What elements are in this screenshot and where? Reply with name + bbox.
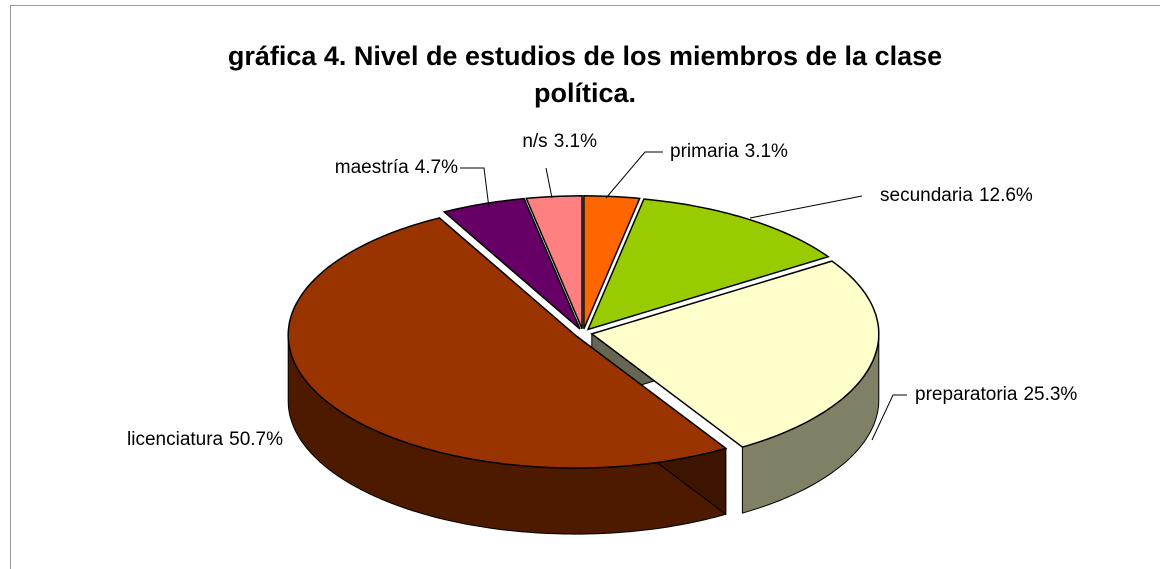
pie-slice <box>525 195 583 330</box>
pie-slice <box>590 260 880 448</box>
value-label: 50.7% <box>229 429 283 450</box>
category-label: preparatoria <box>915 384 1018 405</box>
leader-line <box>545 167 553 199</box>
chart-title: gráfica 4. Nivel de estudios de los miem… <box>227 41 943 108</box>
value-label: 3.1% <box>554 131 597 152</box>
pie-slice <box>583 195 641 330</box>
pie-slice <box>586 198 830 331</box>
leader-line <box>460 167 490 209</box>
data-label: maestría 4.7% <box>335 157 458 178</box>
data-label: primaria 3.1% <box>670 141 788 162</box>
category-label: primaria <box>670 141 739 162</box>
data-label: licenciatura 50.7% <box>127 429 283 450</box>
category-label: secundaria <box>880 185 973 206</box>
leader-line <box>605 151 663 199</box>
leader-line <box>749 195 863 219</box>
data-label: secundaria 12.6% <box>880 185 1033 206</box>
value-label: 4.7% <box>415 157 458 178</box>
pie-slice <box>287 217 728 469</box>
pie-slice <box>442 197 581 330</box>
category-label: licenciatura <box>127 429 224 450</box>
data-label: preparatoria 25.3% <box>915 384 1077 405</box>
value-label: 12.6% <box>979 185 1033 206</box>
leader-line <box>871 394 907 441</box>
value-label: 3.1% <box>745 141 788 162</box>
category-label: n/s <box>522 131 547 152</box>
data-label: n/s 3.1% <box>522 131 597 152</box>
value-label: 25.3% <box>1023 384 1077 405</box>
category-label: maestría <box>335 157 409 178</box>
chart-frame <box>10 5 1160 569</box>
